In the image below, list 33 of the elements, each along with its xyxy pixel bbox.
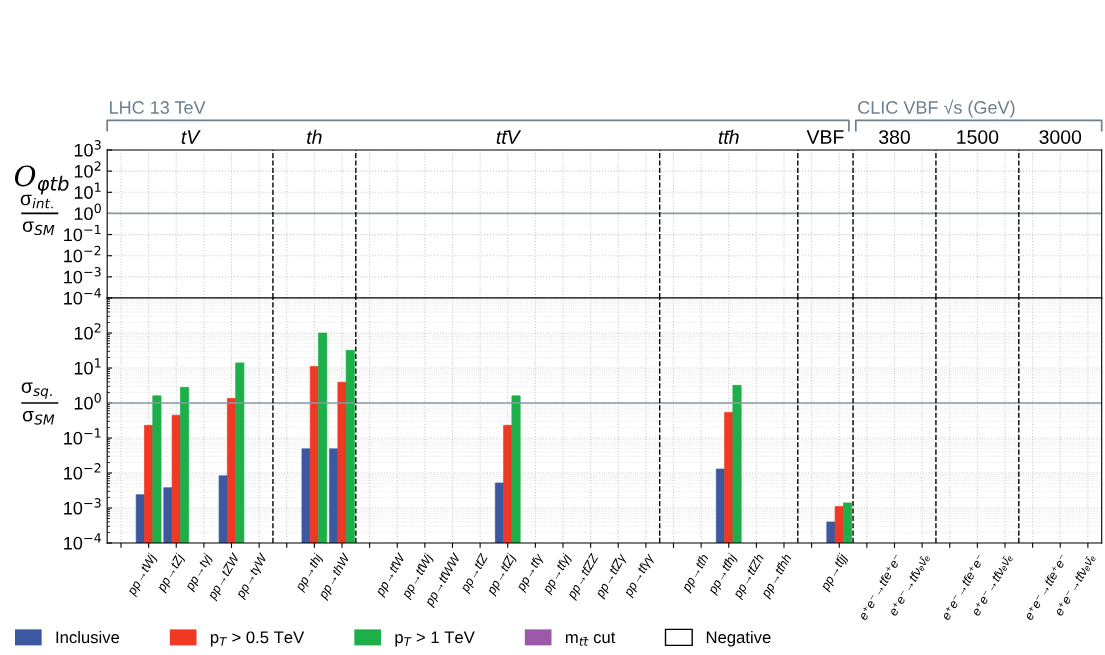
text: 380 [879,130,910,144]
y-tick-label: 10$^{−1}$ [64,224,101,242]
y-tick-label: 10$^{−4}$ [64,288,101,305]
y-tick-label: 10$^{0}$ [74,203,101,221]
y-tick-label: 10$^{2}$ [74,161,101,178]
legend-label: Negative [706,630,771,647]
text: LHC 13 TeV [110,101,206,114]
text: tt̄h [718,129,739,144]
y-tick-label: 10$^{3}$ [74,140,101,157]
y-tick-label: 10$^{−1}$ [64,428,101,445]
text: th [307,129,322,144]
y-tick-label: 10$^{−2}$ [64,245,101,263]
text: 1500 [957,130,999,144]
text: CLIC VBF √s (GeV) [858,99,1015,118]
y-axis-title: σ$_{int.}$ σ$_{SM}$ [20,194,55,236]
y-tick-label: 10$^{−3}$ [64,498,101,515]
text: tt̄V [496,130,522,144]
legend-label: p$_{T}$ > 1 TeV [395,631,475,647]
y-axis-title: σ$_{sq.}$ σ$_{SM}$ [21,382,55,425]
y-tick-label: 10$^{1}$ [74,358,101,375]
y-tick-label: 10$^{−2}$ [64,463,101,480]
text: 3000 [1039,130,1082,144]
y-tick-label: 10$^{−4}$ [64,533,101,550]
legend-label: m$_{tt̄}$ cut [565,632,616,646]
text: O$_{φtb}$ [14,165,69,195]
text: VBF [806,130,844,144]
y-tick-label: 10$^{1}$ [74,182,101,199]
text: tV [181,130,201,144]
legend-label: Inclusive [56,630,120,644]
legend-label: p$_{T}$ > 0.5 TeV [210,631,305,647]
y-tick-label: 10$^{2}$ [74,323,101,340]
y-tick-label: 10$^{−3}$ [64,266,101,284]
y-tick-label: 10$^{0}$ [74,393,101,410]
